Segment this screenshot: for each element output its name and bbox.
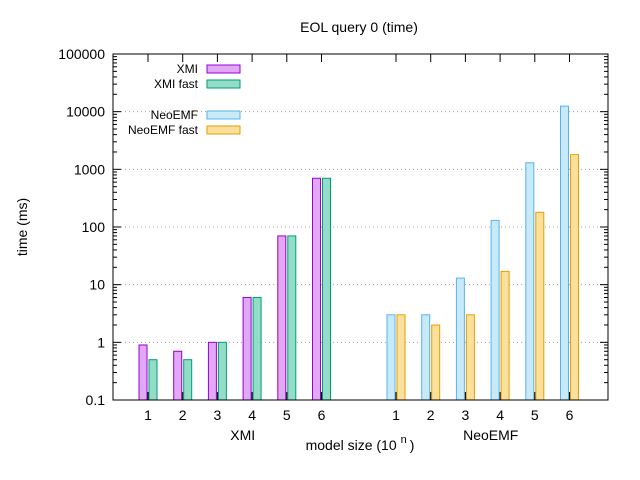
- legend-label: XMI: [177, 62, 198, 76]
- bar-xmi-fast: [217, 341, 227, 401]
- x-axis-ticks: 1 2 3 4 5 6 1 2 3 4 5 6: [144, 54, 574, 423]
- bar-xmi-fast: [252, 296, 262, 401]
- y-tick-label: 10000: [66, 104, 105, 120]
- bar-neoemf: [490, 219, 500, 401]
- legend-swatch: [206, 64, 241, 74]
- x-tick-label: 4: [496, 407, 504, 423]
- legend-swatch: [206, 125, 241, 135]
- x-tick-label: 5: [283, 407, 291, 423]
- group-label: NeoEMF: [463, 427, 518, 443]
- legend-swatch: [206, 79, 241, 89]
- bar-neoemf: [421, 314, 431, 401]
- bar-neoemf: [560, 105, 569, 401]
- legend-label: XMI fast: [154, 77, 199, 91]
- group-labels: XMI NeoEMF: [230, 427, 518, 443]
- legend-swatch: [206, 110, 241, 120]
- legend-label: NeoEMF fast: [128, 123, 199, 137]
- bar-xmi-fast: [322, 177, 331, 401]
- x-tick-label: 1: [392, 407, 400, 423]
- bar-neoemf-fast: [396, 314, 406, 401]
- bar-neoemf: [455, 277, 465, 401]
- x-tick-label: 3: [462, 407, 470, 423]
- bar-xmi: [277, 235, 287, 401]
- y-axis-ticks: 0.1 1 10 100 1000 10000 100000: [58, 46, 608, 408]
- x-tick-label: 2: [179, 407, 187, 423]
- x-axis-label-superscript: n: [401, 434, 407, 446]
- bar-neoemf-fast: [431, 324, 441, 401]
- bar-xmi: [312, 177, 321, 401]
- x-tick-label: 3: [214, 407, 222, 423]
- bar-neoemf: [386, 314, 396, 401]
- y-tick-label: 100: [82, 219, 106, 235]
- chart-title: EOL query 0 (time): [300, 19, 418, 35]
- bar-neoemf-fast: [465, 314, 475, 401]
- x-axis-label-text: model size (10: [306, 437, 397, 453]
- y-tick-label: 1000: [74, 161, 105, 177]
- bar-xmi: [242, 296, 252, 401]
- y-tick-label: 1: [97, 334, 105, 350]
- y-tick-label: 10: [89, 277, 105, 293]
- bar-xmi-fast: [148, 359, 158, 401]
- bar-neoemf: [525, 162, 535, 401]
- bars: [138, 105, 579, 401]
- bar-neoemf-fast: [570, 154, 579, 401]
- bar-xmi-fast: [287, 235, 297, 401]
- bar-xmi: [173, 350, 183, 401]
- y-tick-label: 100000: [58, 46, 105, 62]
- x-tick-label: 6: [318, 407, 326, 423]
- bar-xmi: [138, 344, 148, 401]
- bar-neoemf-fast: [535, 211, 545, 401]
- x-tick-label: 6: [566, 407, 574, 423]
- x-tick-label: 1: [144, 407, 152, 423]
- x-axis-label: model size (10 n): [306, 434, 415, 453]
- x-axis-label-close: ): [410, 437, 415, 453]
- bar-neoemf-fast: [500, 270, 510, 401]
- group-label: XMI: [230, 427, 255, 443]
- x-tick-label: 5: [531, 407, 539, 423]
- bar-xmi-fast: [183, 359, 193, 401]
- y-axis-label: time (ms): [14, 198, 30, 256]
- x-tick-label: 2: [427, 407, 435, 423]
- x-tick-label: 4: [248, 407, 256, 423]
- legend-label: NeoEMF: [151, 108, 198, 122]
- y-tick-label: 0.1: [86, 392, 106, 408]
- bar-xmi: [207, 341, 217, 401]
